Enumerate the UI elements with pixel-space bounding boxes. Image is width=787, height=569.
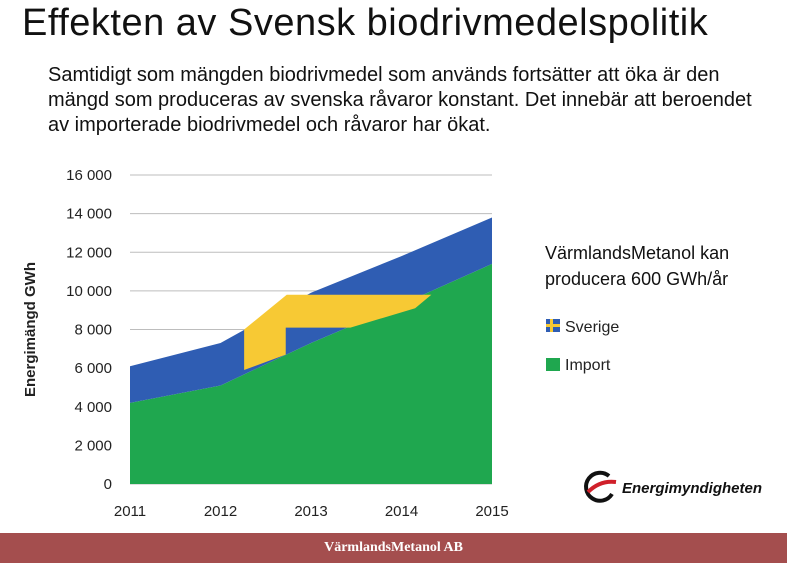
green-square-icon [546,358,560,371]
page-title: Effekten av Svensk biodrivmedelspolitik [22,2,709,44]
highlight-band [244,294,432,371]
y-tick-label: 16 000 [66,167,112,184]
y-tick-label: 0 [104,476,112,493]
legend-label-sverige: Sverige [565,319,619,336]
energimyndigheten-logo: Energimyndigheten [582,470,762,506]
y-tick-label: 6 000 [74,360,112,377]
y-tick-labels: 16 000 14 000 12 000 10 000 8 000 6 000 4 000 2… [66,167,112,493]
y-tick-label: 8 000 [74,322,112,339]
x-tick-label: 2013 [294,503,327,520]
area-chart: 16 000 14 000 12 000 10 000 8 000 6 000 4 000 2… [22,167,619,520]
flag-cross-horizontal [546,324,560,327]
x-tick-label: 2014 [385,503,418,520]
y-tick-label: 4 000 [74,399,112,416]
legend-item-sverige: Sverige [546,319,619,336]
y-tick-label: 14 000 [66,206,112,223]
footer-bar: VärmlandsMetanol AB [0,533,787,563]
x-tick-label: 2015 [475,503,508,520]
area-series-import [130,263,492,484]
y-tick-label: 2 000 [74,437,112,454]
side-note: VärmlandsMetanol kan producera 600 GWh/å… [545,243,730,289]
chart-areas [130,217,492,484]
y-tick-label: 10 000 [66,283,112,300]
y-axis-title: Energimängd GWh [22,262,39,397]
x-tick-label: 2011 [114,503,146,520]
x-tick-label: 2012 [204,503,237,520]
energimyndigheten-logo-icon [584,470,617,503]
energimyndigheten-logo-text: Energimyndigheten [622,479,763,497]
chart-legend: Sverige Import [546,319,619,374]
legend-item-import: Import [546,357,611,374]
swedish-flag-icon [546,319,560,332]
intro-text: Samtidigt som mängden biodrivmedel som a… [48,64,752,136]
legend-label-import: Import [565,357,611,374]
x-tick-labels: 2011 2012 2013 2014 2015 [114,503,509,520]
y-tick-label: 12 000 [66,244,112,261]
